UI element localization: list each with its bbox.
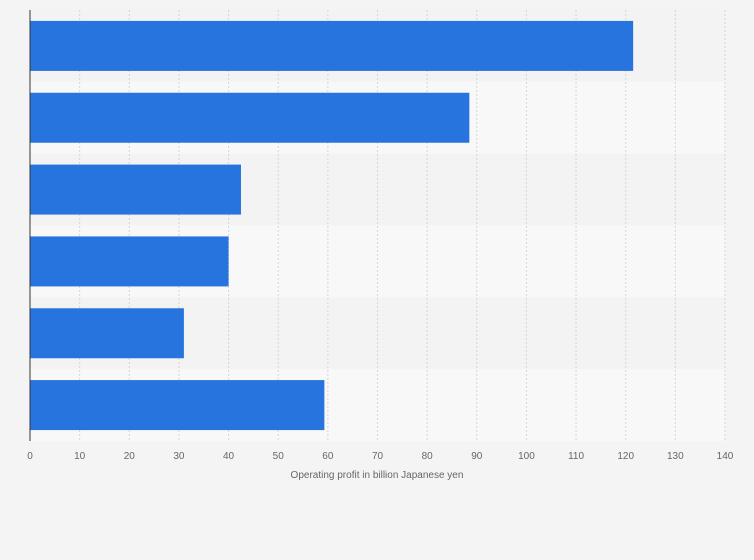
bar bbox=[30, 308, 184, 359]
x-tick-label: 140 bbox=[717, 451, 734, 462]
x-tick-label: 30 bbox=[173, 451, 185, 462]
x-tick-label: 40 bbox=[223, 451, 235, 462]
x-tick-label: 80 bbox=[422, 451, 434, 462]
x-tick-label: 90 bbox=[471, 451, 483, 462]
bar bbox=[30, 20, 634, 71]
x-tick-label: 130 bbox=[667, 451, 684, 462]
x-tick-label: 50 bbox=[273, 451, 285, 462]
bar bbox=[30, 92, 470, 143]
x-axis-title: Operating profit in billion Japanese yen bbox=[291, 470, 464, 481]
x-tick-label: 100 bbox=[518, 451, 535, 462]
bar bbox=[30, 380, 325, 431]
x-tick-label: 60 bbox=[322, 451, 334, 462]
bar bbox=[30, 236, 229, 287]
x-tick-label: 10 bbox=[74, 451, 86, 462]
bar bbox=[30, 164, 241, 215]
x-tick-label: 110 bbox=[568, 451, 584, 462]
x-tick-label: 70 bbox=[372, 451, 384, 462]
x-tick-label: 20 bbox=[124, 451, 136, 462]
bars bbox=[30, 20, 634, 431]
x-tick-labels: 0 10 20 30 40 50 60 70 80 90 100 110 120 130 140 bbox=[27, 451, 734, 462]
x-tick-label: 120 bbox=[617, 451, 634, 462]
x-tick-label: 0 bbox=[27, 451, 33, 462]
